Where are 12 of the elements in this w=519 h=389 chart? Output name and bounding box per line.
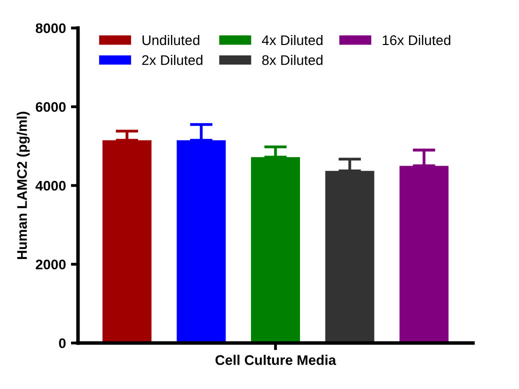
- legend-label: 2x Diluted: [142, 54, 202, 66]
- y-axis-title: Human LAMC2 (pg/ml): [16, 112, 30, 260]
- legend-label: 8x Diluted: [262, 54, 322, 66]
- legend-label: 16x Diluted: [382, 34, 450, 46]
- y-tick-label: 2000: [36, 260, 66, 270]
- x-tick-label: Cell Culture Media: [215, 354, 336, 366]
- y-tick-label: 8000: [36, 23, 66, 34]
- y-tick-label: 4000: [36, 180, 66, 191]
- y-tick-label: 0: [59, 338, 66, 348]
- legend-label: 4x Diluted: [262, 34, 322, 46]
- legend-label: Undiluted: [142, 34, 200, 46]
- y-tick-label: 6000: [36, 102, 66, 112]
